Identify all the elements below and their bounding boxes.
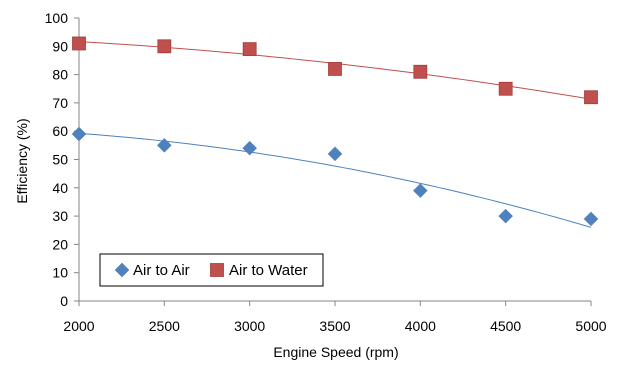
legend-label-air-to-air: Air to Air (133, 262, 190, 279)
y-tick-label: 90 (52, 38, 68, 54)
data-point-air-to-air (242, 140, 258, 156)
data-point-air-to-water (498, 81, 513, 96)
data-point-air-to-air (583, 211, 599, 227)
x-axis-title: Engine Speed (rpm) (273, 344, 398, 360)
legend-items: Air to Air Air to Water (114, 262, 308, 279)
data-point-air-to-water (242, 42, 257, 57)
data-point-air-to-air (327, 146, 343, 162)
x-tick-label: 5000 (575, 318, 606, 334)
y-tick-label: 20 (52, 236, 68, 252)
data-point-air-to-water (157, 39, 172, 54)
legend-marker-air-to-water (210, 263, 224, 277)
data-point-air-to-water (328, 62, 342, 76)
data-point-air-to-air (412, 183, 428, 198)
x-tick-label: 3500 (319, 318, 350, 334)
data-point-air-to-air (71, 126, 87, 142)
data-point-air-to-water (72, 36, 86, 51)
x-tick-label: 2500 (149, 318, 180, 334)
data-points (71, 36, 599, 227)
x-tick-label: 4000 (405, 318, 436, 334)
data-point-air-to-air (498, 208, 514, 224)
y-tick-label: 70 (52, 95, 68, 111)
y-tick-label: 50 (52, 152, 68, 168)
y-tick-label: 60 (52, 123, 68, 139)
y-tick-label: 0 (60, 293, 68, 309)
axes: 0 10 20 30 40 50 60 70 80 90 100 2000 2500 3000 3500 40… (45, 10, 607, 334)
y-tick-label: 80 (52, 67, 68, 83)
x-tick-label: 3000 (234, 318, 265, 334)
y-axis-title: Efficiency (%) (14, 118, 30, 203)
data-point-air-to-water (584, 90, 598, 105)
y-tick-label: 30 (52, 208, 68, 224)
x-tick-label: 4500 (490, 318, 521, 334)
y-tick-label: 100 (45, 10, 69, 26)
legend-label-air-to-water: Air to Water (229, 262, 308, 279)
y-tick-label: 40 (52, 180, 68, 196)
x-tick-label: 2000 (63, 318, 94, 334)
legend-marker-air-to-air (114, 262, 130, 278)
y-tick-label: 10 (52, 265, 68, 281)
legend: Air to Air Air to Water (99, 253, 324, 287)
data-point-air-to-water (413, 64, 428, 79)
data-point-air-to-air (156, 137, 172, 153)
